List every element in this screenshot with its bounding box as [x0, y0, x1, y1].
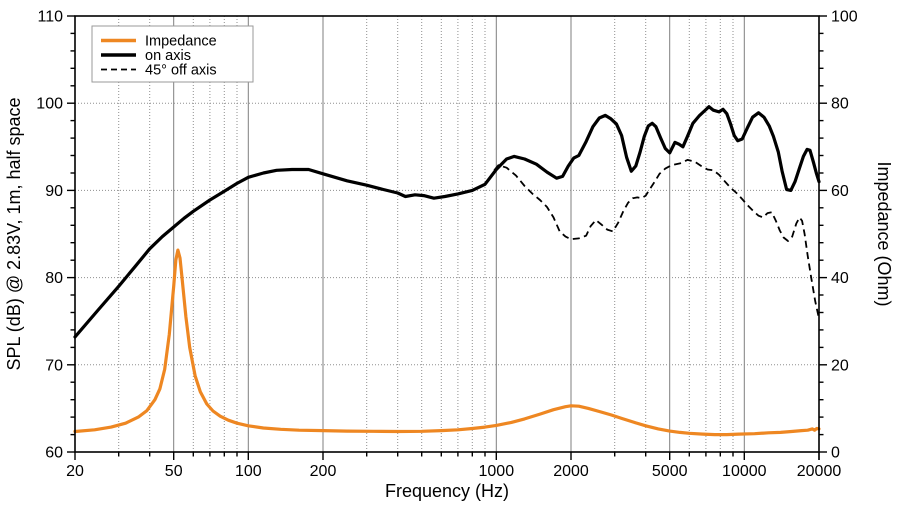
y-left-tick-label: 100 [36, 96, 63, 113]
series [73, 105, 821, 437]
y-right-tick-label: 20 [831, 357, 849, 374]
axis-titles: Frequency (Hz) SPL (dB) @ 2.83V, 1m, half… [4, 97, 894, 501]
y-left-tick-label: 80 [45, 270, 63, 287]
y-left-tick-label: 90 [45, 183, 63, 200]
y-left-tick-label: 60 [45, 445, 63, 462]
x-tick-label: 20 [66, 463, 84, 480]
x-tick-label: 100 [235, 463, 262, 480]
legend-off-axis-label: 45° off axis [145, 63, 217, 79]
x-tick-label: 50 [165, 463, 183, 480]
x-tick-label: 200 [310, 463, 337, 480]
x-tick-label: 20000 [797, 463, 842, 480]
gridlines [75, 16, 819, 452]
y-right-axis-title: Impedance (Ohm) [874, 161, 894, 306]
legend-impedance-label: Impedance [145, 34, 217, 50]
y-left-tick-label: 70 [45, 357, 63, 374]
off-axis-curve [493, 159, 820, 319]
y-left-axis-title: SPL (dB) @ 2.83V, 1m, half space [4, 97, 24, 370]
y-right-tick-label: 100 [831, 9, 858, 26]
y-right-tick-label: 80 [831, 96, 849, 113]
plot-border [74, 15, 820, 453]
x-tick-label: 10000 [722, 463, 767, 480]
x-tick-label: 1000 [479, 463, 515, 480]
x-tick-label: 5000 [652, 463, 688, 480]
impedance-curve [73, 248, 821, 437]
y-right-tick-label: 60 [831, 183, 849, 200]
y-right-tick-label: 0 [831, 445, 840, 462]
x-tick-label: 2000 [553, 463, 589, 480]
on-axis-curve [73, 105, 821, 339]
y-left-tick-label: 110 [37, 9, 63, 26]
tick-labels: 20 50 100 200 1000 2000 5000 10000 2000060708090… [36, 9, 858, 481]
ticks [67, 15, 827, 460]
x-axis-title: Frequency (Hz) [385, 481, 509, 501]
legend-on-axis-label: on axis [145, 48, 191, 64]
y-right-tick-label: 40 [831, 270, 849, 287]
axes-frame [74, 15, 820, 453]
